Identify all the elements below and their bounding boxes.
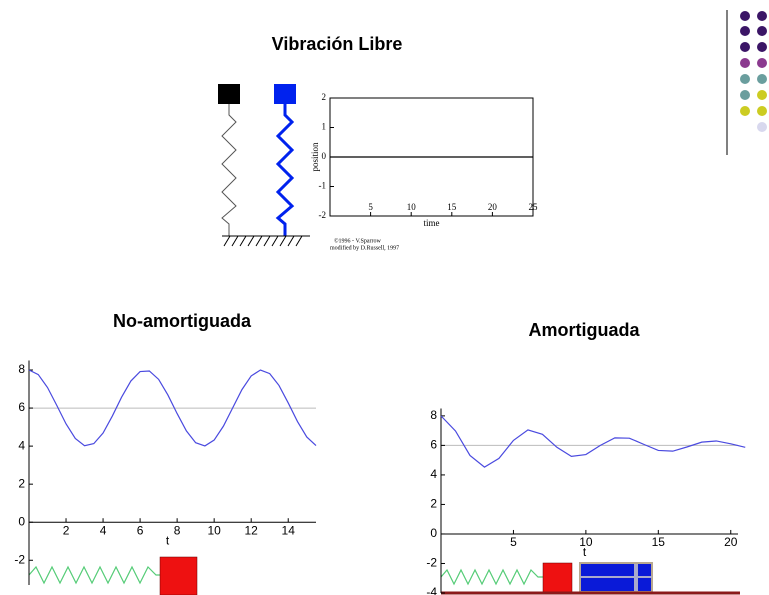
chart-title: No-amortiguada xyxy=(113,311,252,331)
decoration xyxy=(727,10,767,155)
chart-title: Amortiguada xyxy=(528,320,640,340)
x-tick-label: 15 xyxy=(652,535,666,549)
y-tick-label: 2 xyxy=(430,497,437,511)
y-tick-label: 6 xyxy=(430,438,437,452)
y-tick-label: 2 xyxy=(322,92,327,102)
mass-spring-undamped xyxy=(29,557,197,595)
y-tick-label: -1 xyxy=(319,181,327,191)
y-axis-label: position xyxy=(310,142,320,172)
y-tick-label: 0 xyxy=(322,151,327,161)
data-line xyxy=(441,416,745,467)
y-tick-label: 0 xyxy=(430,526,437,540)
x-tick-label: 2 xyxy=(63,523,70,537)
y-tick-label: -2 xyxy=(426,556,437,570)
x-tick-label: 20 xyxy=(724,535,738,549)
spring-illustration xyxy=(218,84,310,246)
x-tick-label: 8 xyxy=(174,523,181,537)
x-tick-label: 25 xyxy=(529,202,539,212)
mass-spring-damped xyxy=(441,563,740,593)
y-tick-label: -2 xyxy=(14,552,25,566)
x-tick-label: 6 xyxy=(137,523,144,537)
x-tick-label: 20 xyxy=(488,202,498,212)
y-tick-label: 4 xyxy=(18,438,25,452)
x-tick-label: 15 xyxy=(447,202,457,212)
x-tick-label: 10 xyxy=(407,202,417,212)
credit: ©1996 - V.Sparrow xyxy=(334,237,382,244)
chart: 5 10 15 20 25 -2 -1 0 1 2 time position xyxy=(310,92,538,228)
y-tick-label: 0 xyxy=(18,514,25,528)
y-tick-label: 8 xyxy=(18,362,25,376)
y-tick-label: 6 xyxy=(18,400,25,414)
y-tick-label: -2 xyxy=(319,210,327,220)
x-axis-label: t xyxy=(166,533,170,547)
x-tick-label: 4 xyxy=(100,523,107,537)
y-tick-label: 2 xyxy=(18,476,25,490)
x-tick-label: 10 xyxy=(207,523,221,537)
y-tick-label: -4 xyxy=(426,585,437,595)
y-tick-label: 1 xyxy=(322,122,327,132)
y-tick-label: 4 xyxy=(430,467,437,481)
x-tick-label: 5 xyxy=(510,535,517,549)
x-tick-label: 12 xyxy=(245,523,259,537)
slide: Vibración Libre ©1996 - V.Sparrow modifi… xyxy=(0,0,769,595)
credit: modified by D.Russell, 1997 xyxy=(330,244,399,251)
x-tick-label: 14 xyxy=(282,523,296,537)
slide-title: Vibración Libre xyxy=(272,34,403,54)
y-tick-label: 8 xyxy=(430,408,437,422)
x-axis-label: time xyxy=(424,218,440,228)
x-tick-label: 5 xyxy=(368,202,373,212)
